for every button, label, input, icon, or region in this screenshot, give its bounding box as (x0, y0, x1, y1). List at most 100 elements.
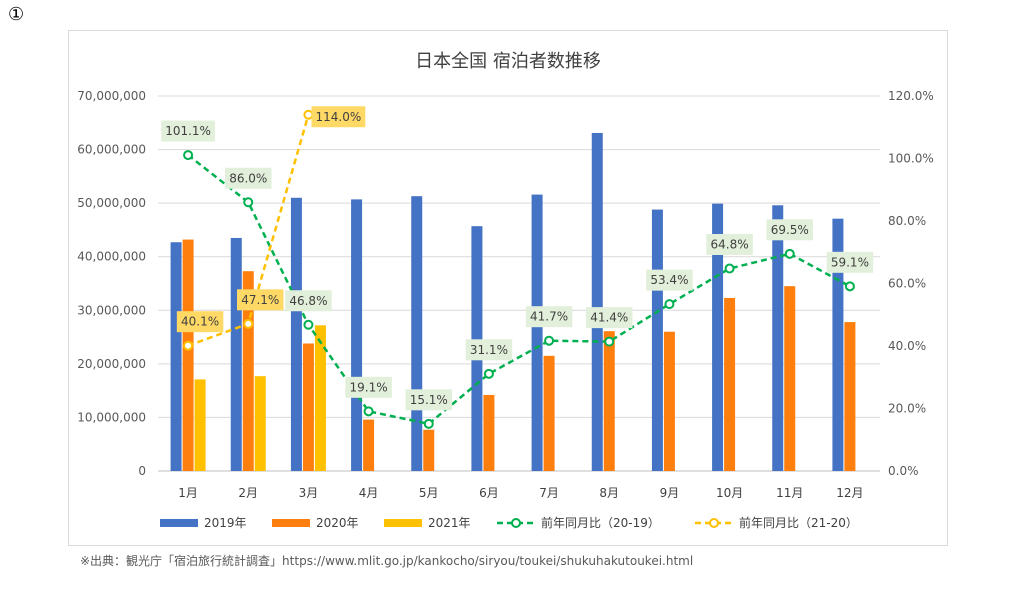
right-tick-label: 60.0% (888, 277, 926, 291)
data-label-box (646, 269, 693, 291)
x-axis: 1月 2月 3月 4月 5月 6月 7月 8月 9月 10月 11月 12月 (178, 486, 863, 500)
gridlines (158, 95, 880, 472)
left-tick-label: 50,000,000 (77, 196, 146, 210)
data-label: 59.1% (831, 255, 869, 269)
bar-2021年 (194, 379, 206, 471)
bar-2019年 (712, 203, 724, 471)
bar-2019年 (651, 209, 663, 472)
right-tick-label: 0.0% (888, 464, 919, 478)
bar-2020年 (182, 239, 194, 471)
legend-label: 2019年 (204, 516, 247, 530)
legend: 2019年 2020年 2021年 前年同月比（20-19） 前年同月比（21-20） (160, 515, 858, 530)
x-tick-label: 3月 (299, 486, 319, 500)
data-label-box (285, 290, 332, 312)
chart-title: 日本全国 宿泊者数推移 (415, 51, 601, 72)
x-tick-label: 4月 (359, 486, 379, 500)
data-label: 19.1% (350, 380, 388, 394)
line-point (544, 335, 555, 346)
data-labels: 101.1% 86.0% 46.8% 19.1% 15.1% 31.1% 41.7% 41.4… (161, 106, 874, 411)
bar-2019年 (170, 242, 182, 471)
data-label: 40.1% (181, 315, 219, 329)
right-tick-label: 80.0% (888, 214, 926, 228)
line-point (483, 368, 494, 379)
x-tick-label: 8月 (599, 486, 619, 500)
line-point (724, 263, 735, 274)
left-tick-label: 40,000,000 (77, 250, 146, 264)
data-label-box (405, 389, 452, 411)
line-point (183, 340, 194, 351)
data-label: 31.1% (470, 343, 508, 357)
x-tick-label: 7月 (539, 486, 559, 500)
left-tick-label: 10,000,000 (77, 410, 146, 424)
data-label: 46.8% (289, 294, 327, 308)
bar-2020年 (724, 297, 736, 471)
left-tick-label: 70,000,000 (77, 89, 146, 103)
legend-marker (709, 518, 719, 528)
bar-2019年 (411, 196, 423, 471)
line-point (664, 299, 675, 310)
bar-2020年 (363, 419, 375, 471)
data-label-box (225, 167, 272, 189)
bar-2019年 (351, 199, 363, 471)
data-label: 64.8% (711, 238, 749, 252)
legend-label: 前年同月比（21-20） (739, 515, 858, 530)
x-tick-label: 9月 (660, 486, 680, 500)
data-label: 47.1% (241, 293, 279, 307)
x-tick-label: 2月 (238, 486, 258, 500)
data-label-box (237, 289, 284, 311)
legend-swatch (384, 519, 422, 527)
line-point (183, 150, 194, 161)
line-point (303, 109, 314, 120)
source-note: ※出典：観光庁「宿泊旅行統計調査」https://www.mlit.go.jp/… (80, 554, 694, 568)
bar-2020年 (423, 429, 435, 471)
data-label-box (525, 306, 573, 328)
data-label: 41.7% (530, 310, 568, 324)
line-point (604, 336, 615, 347)
data-label-box (345, 376, 392, 398)
bar-2019年 (832, 218, 844, 471)
bar-2021年 (314, 325, 326, 471)
x-tick-label: 12月 (836, 486, 863, 500)
chart-frame (68, 30, 948, 546)
bar-2020年 (603, 331, 615, 471)
data-label: 114.0% (316, 110, 362, 124)
right-tick-label: 20.0% (888, 402, 926, 416)
data-label-box (161, 120, 215, 142)
bar-2020年 (663, 331, 675, 471)
data-label: 86.0% (229, 171, 267, 185)
x-tick-label: 5月 (419, 486, 439, 500)
legend-label: 前年同月比（20-19） (541, 515, 660, 530)
x-tick-label: 11月 (776, 486, 803, 500)
line-前年同月比（20-19） (187, 154, 851, 426)
bar-2021年 (254, 376, 266, 471)
bar-2020年 (784, 286, 796, 471)
data-label: 53.4% (650, 273, 688, 287)
data-label-box (766, 219, 813, 241)
left-axis: 0 10,000,000 20,000,000 30,000,000 40,000,00… (77, 89, 146, 478)
left-tick-label: 30,000,000 (77, 303, 146, 317)
data-label: 15.1% (410, 393, 448, 407)
bar-2019年 (531, 194, 543, 472)
left-tick-label: 60,000,000 (77, 143, 146, 157)
bar-2020年 (543, 355, 555, 471)
bar-2020年 (483, 394, 495, 471)
line-point (423, 418, 434, 429)
data-label-box (311, 106, 366, 128)
legend-label: 2021年 (428, 516, 471, 530)
bar-2020年 (302, 343, 314, 471)
left-tick-label: 20,000,000 (77, 357, 146, 371)
data-label-box (826, 251, 874, 273)
right-tick-label: 40.0% (888, 339, 926, 353)
bar-2020年 (242, 271, 254, 471)
line-point (363, 406, 374, 417)
line-point (784, 248, 795, 259)
figure-number-marker: ① (8, 4, 25, 25)
legend-swatch (272, 519, 310, 527)
line-point (243, 318, 254, 329)
x-tick-label: 1月 (178, 486, 198, 500)
line-series (183, 109, 855, 429)
right-axis: 0.0% 20.0% 40.0% 60.0% 80.0% 100.0% 120.0% (888, 89, 934, 478)
data-label-box (465, 339, 513, 361)
bar-2020年 (844, 322, 856, 471)
